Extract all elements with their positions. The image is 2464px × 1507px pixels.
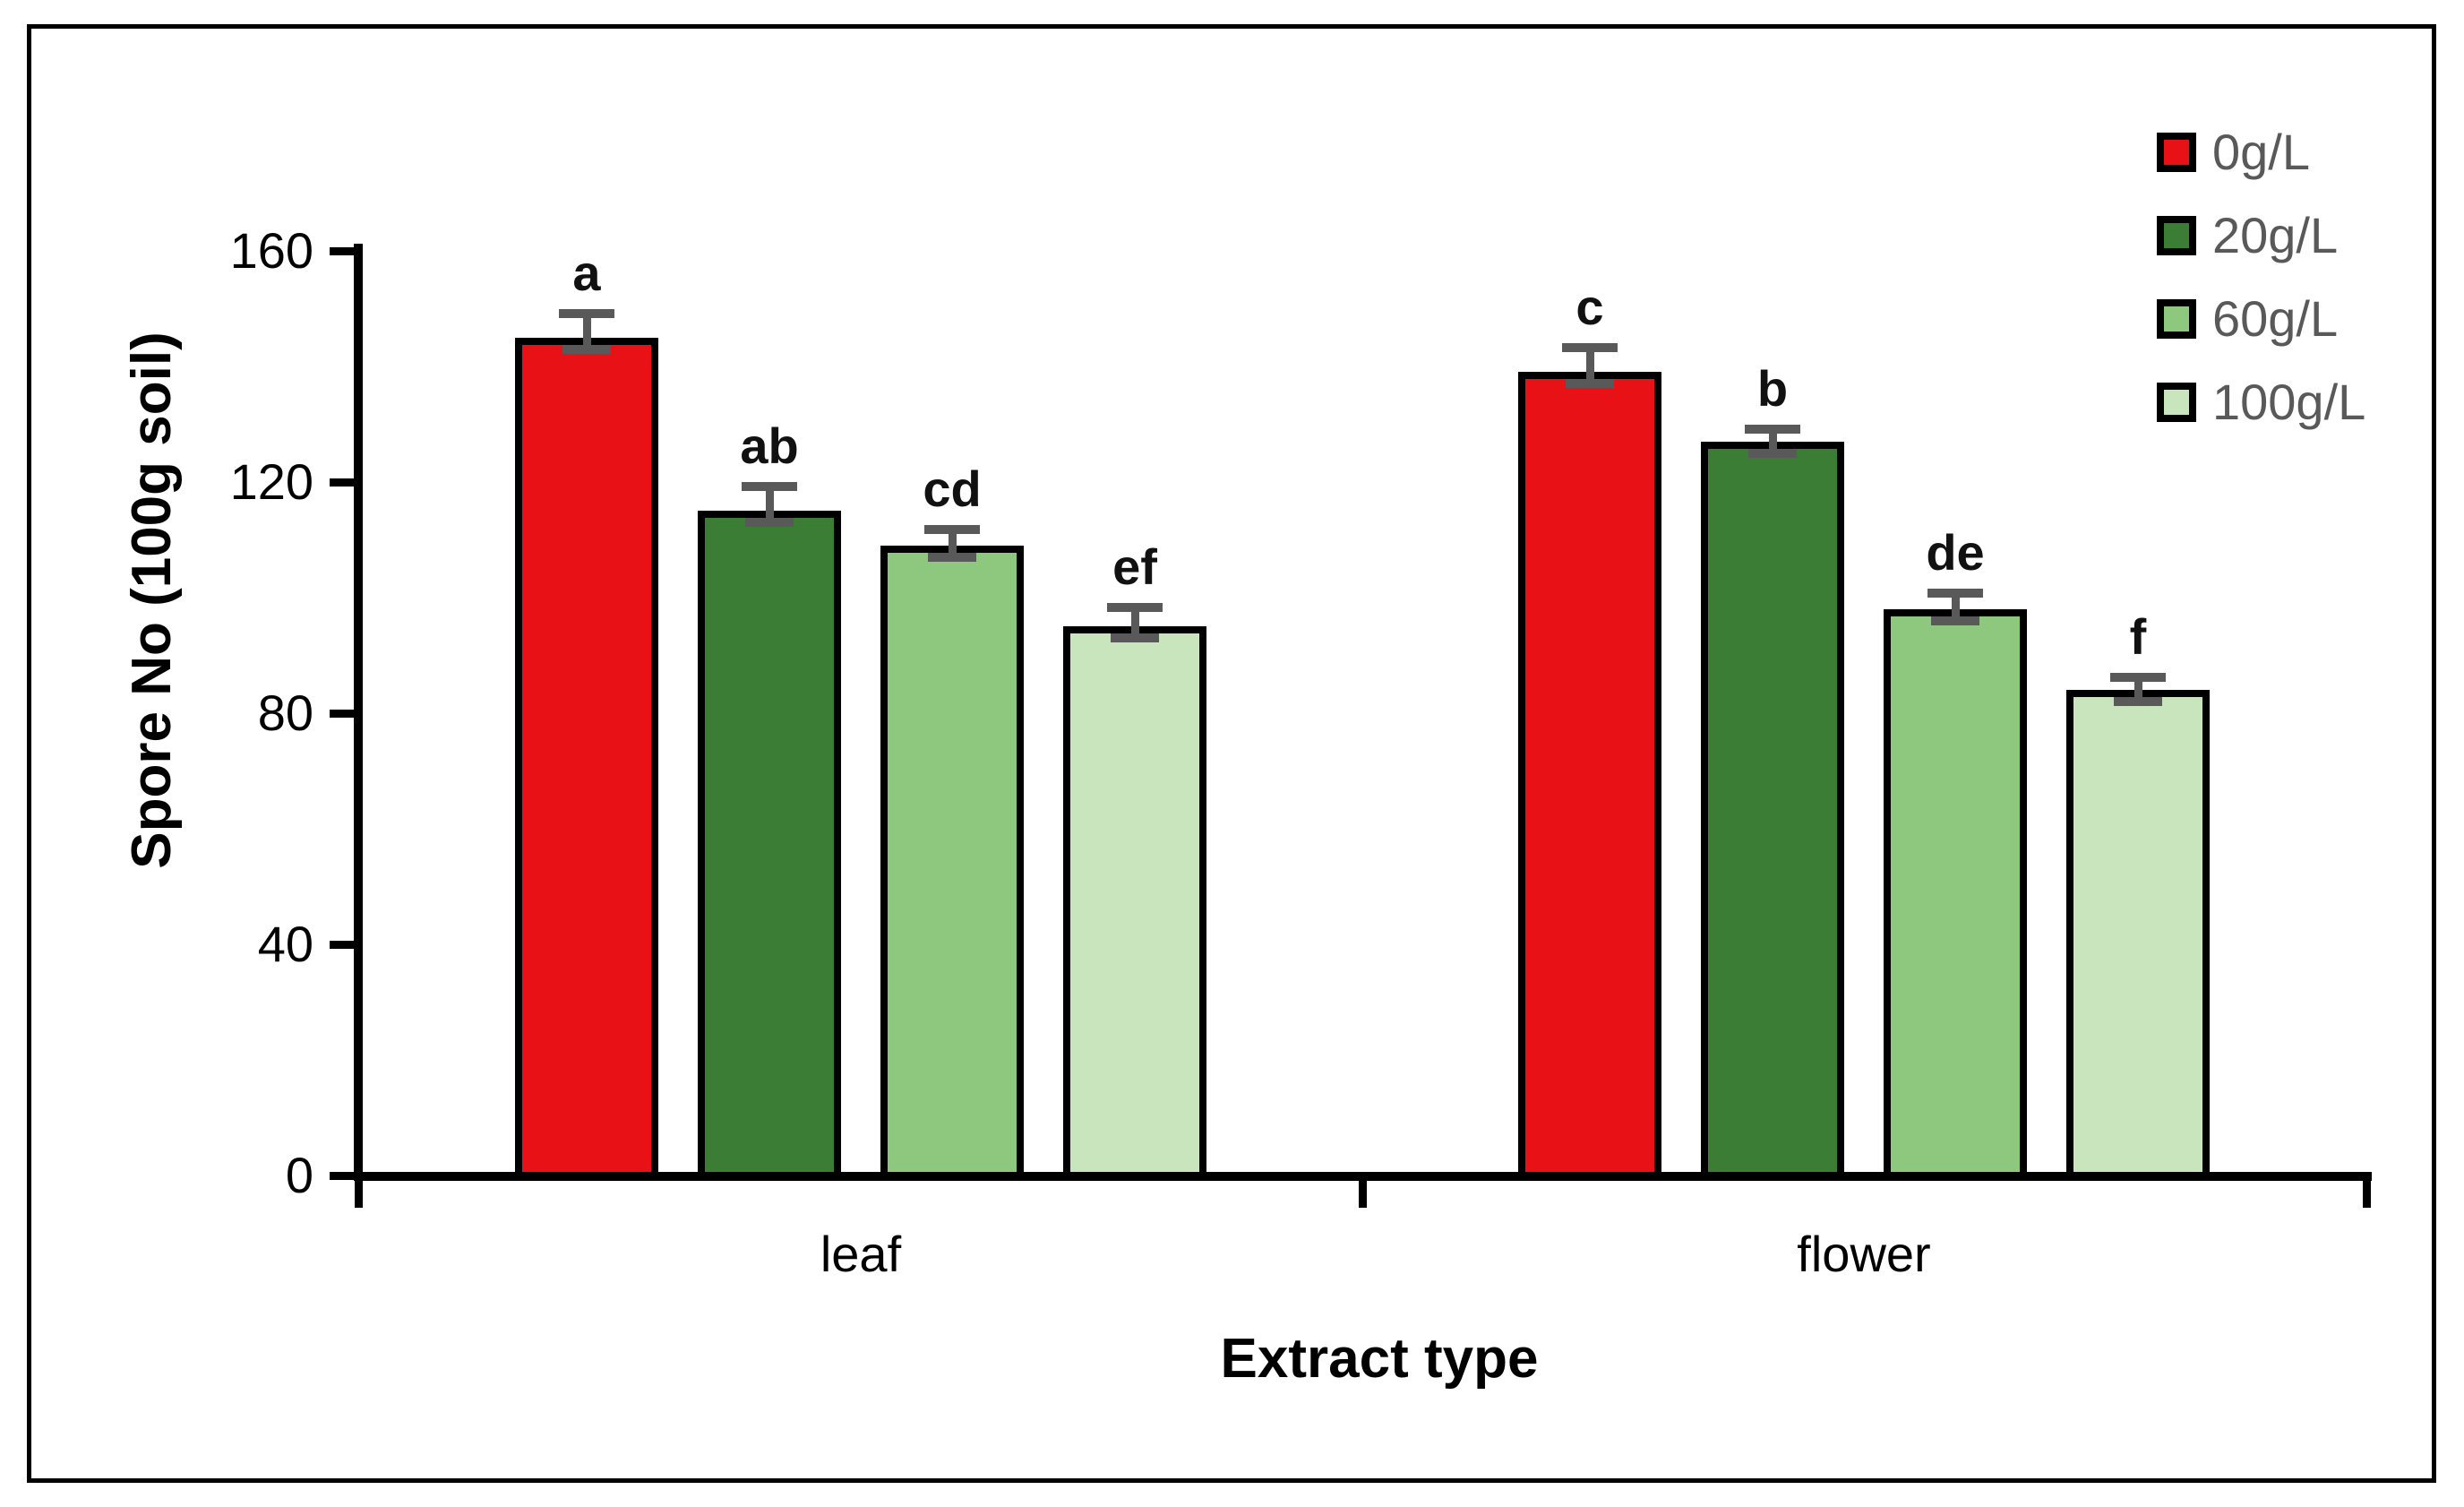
error-bar-bottom-cap (562, 345, 611, 354)
x-tick-mark (2363, 1175, 2371, 1208)
bar-flower-100g/L (2066, 690, 2210, 1179)
significance-letter: b (1756, 360, 1789, 417)
x-tick-mark (1359, 1175, 1367, 1208)
error-bar-top-cap (1107, 603, 1163, 612)
significance-letter: cd (923, 461, 982, 517)
error-bar-stem (583, 309, 591, 352)
bar-leaf-100g/L (1063, 626, 1206, 1179)
y-tick-mark (330, 941, 360, 949)
y-tick-label: 80 (257, 685, 313, 741)
error-bar-bottom-cap (2114, 697, 2162, 706)
error-bar-top-cap (559, 309, 614, 318)
error-bar-stem (2134, 673, 2142, 704)
bar-leaf-60g/L (880, 546, 1024, 1179)
error-bar-bottom-cap (928, 553, 976, 562)
error-bar-bottom-cap (1111, 633, 1159, 642)
error-bar-top-cap (924, 525, 980, 534)
y-tick-mark (330, 710, 360, 718)
significance-letter: de (1926, 524, 1985, 581)
y-tick-mark (330, 1172, 360, 1180)
y-tick-mark (330, 247, 360, 255)
y-axis-title: Spore No (100g soil) (121, 332, 183, 869)
significance-letter: ab (740, 418, 799, 474)
x-tick-mark (355, 1175, 363, 1208)
error-bar-stem (1769, 425, 1777, 456)
y-tick-mark (330, 478, 360, 487)
y-tick-label: 120 (229, 453, 313, 510)
error-bar-top-cap (1745, 425, 1800, 434)
error-bar-bottom-cap (745, 518, 794, 527)
significance-letter: ef (1112, 538, 1157, 595)
error-bar-bottom-cap (1748, 449, 1797, 458)
error-bar-bottom-cap (1931, 616, 1979, 625)
error-bar-top-cap (742, 482, 797, 491)
category-label-leaf: leaf (820, 1226, 902, 1282)
category-label-flower: flower (1797, 1226, 1931, 1282)
error-bar-bottom-cap (1566, 379, 1614, 388)
y-tick-label: 160 (229, 222, 313, 279)
error-bar-stem (1952, 589, 1960, 624)
x-axis-title: Extract type (1220, 1328, 1539, 1390)
bar-leaf-0g/L (515, 338, 658, 1179)
bar-flower-20g/L (1701, 442, 1844, 1179)
error-bar-stem (766, 482, 774, 525)
y-tick-label: 40 (257, 916, 313, 972)
error-bar-top-cap (2110, 673, 2166, 682)
figure-border (27, 24, 2436, 1483)
error-bar-top-cap (1927, 589, 1983, 598)
bar-flower-60g/L (1884, 609, 2027, 1179)
bar-flower-0g/L (1518, 372, 1661, 1179)
bar-leaf-20g/L (698, 511, 841, 1179)
error-bar-top-cap (1562, 343, 1618, 352)
y-tick-label: 0 (285, 1147, 313, 1203)
significance-letter: f (2129, 608, 2147, 665)
error-bar-stem (949, 525, 957, 560)
significance-letter: c (1575, 279, 1604, 335)
significance-letter: a (572, 245, 601, 301)
error-bar-stem (1131, 603, 1139, 641)
error-bar-stem (1586, 343, 1594, 386)
